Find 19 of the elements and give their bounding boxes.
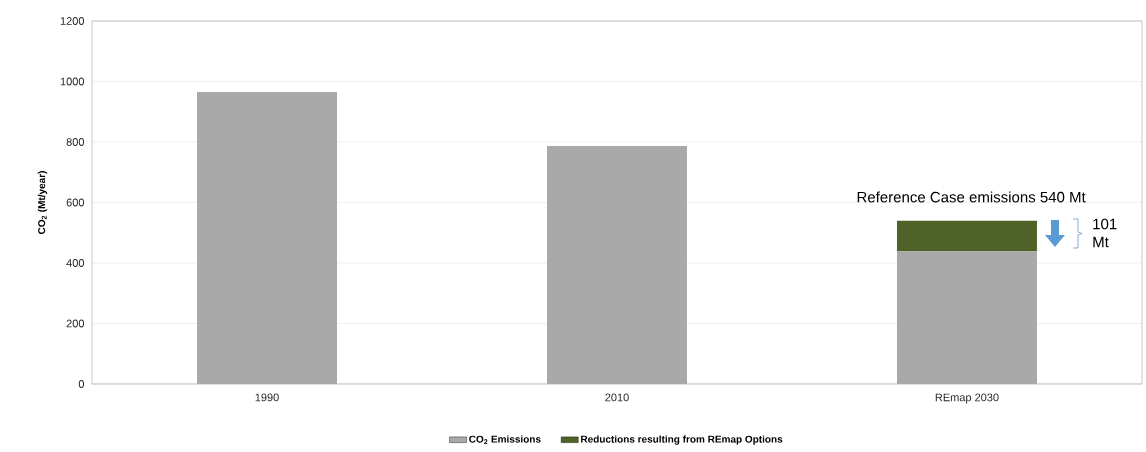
y-tick-label: 200 bbox=[66, 319, 85, 328]
annotation: Reference Case emissions 540 Mt bbox=[857, 191, 1086, 203]
x-tick-label: REmap 2030 bbox=[935, 393, 999, 404]
y-tick-label: 1000 bbox=[60, 77, 85, 86]
legend-label: Reductions resulting from REmap Options bbox=[581, 435, 783, 445]
y-tick-label: 800 bbox=[66, 138, 85, 146]
x-tick-label: 1990 bbox=[255, 393, 279, 402]
bar bbox=[896, 251, 1037, 384]
x-tick-label: 2010 bbox=[605, 393, 629, 402]
bar bbox=[896, 220, 1037, 252]
y-tick-label: 1200 bbox=[60, 17, 85, 25]
annotation: 101 Mt bbox=[1093, 218, 1117, 248]
legend-label: CO$_{2}$ Emissions bbox=[469, 435, 541, 445]
y-tick-label: 600 bbox=[66, 198, 85, 207]
y-tick-label: 400 bbox=[66, 259, 85, 267]
bar bbox=[546, 145, 687, 384]
y-tick-label: 0 bbox=[78, 380, 85, 388]
bar bbox=[197, 92, 338, 384]
y-axis-title: CO$_{2}$ (Mt/year) bbox=[37, 171, 48, 235]
